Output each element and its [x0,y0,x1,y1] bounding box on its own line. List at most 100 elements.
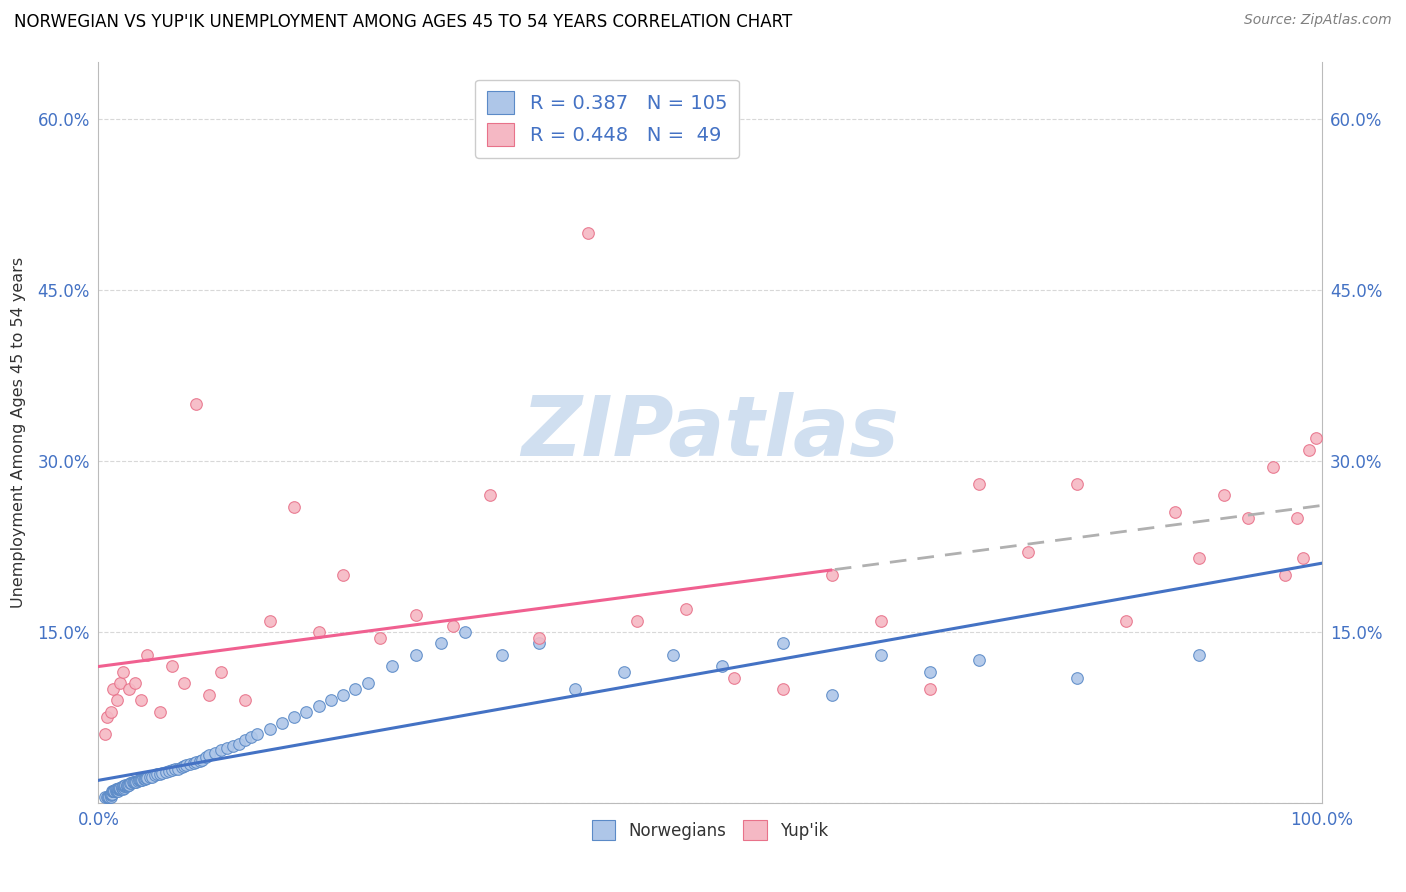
Point [183,756,205,770]
Point [111,779,134,793]
Point [100,788,122,802]
Point [626,614,648,628]
Point [149,705,172,719]
Point [114,779,136,793]
Point [308,698,330,713]
Point [1164,505,1187,519]
Point [1305,431,1327,445]
Point [246,727,269,741]
Point [772,681,794,696]
Point [101,681,124,696]
Text: NORWEGIAN VS YUP'IK UNEMPLOYMENT AMONG AGES 45 TO 54 YEARS CORRELATION CHART: NORWEGIAN VS YUP'IK UNEMPLOYMENT AMONG A… [14,13,793,31]
Point [405,648,427,662]
Point [259,722,281,736]
Point [131,772,153,787]
Point [101,787,124,801]
Point [107,782,129,797]
Point [101,784,124,798]
Point [100,705,122,719]
Point [127,774,149,789]
Point [112,779,135,793]
Point [356,676,378,690]
Point [93,727,115,741]
Point [209,665,232,679]
Point [104,782,127,797]
Point [1212,488,1234,502]
Point [491,648,513,662]
Point [100,790,122,805]
Point [270,716,294,731]
Point [96,790,118,805]
Point [191,752,214,766]
Point [111,782,134,797]
Point [110,676,132,690]
Point [381,659,404,673]
Point [115,779,138,793]
Point [222,739,245,753]
Point [186,755,208,769]
Point [128,772,150,787]
Point [870,648,893,662]
Point [228,737,250,751]
Point [233,693,256,707]
Point [112,780,135,795]
Point [675,602,697,616]
Point [173,676,195,690]
Point [120,776,142,790]
Point [146,767,169,781]
Point [1261,459,1284,474]
Point [344,681,367,696]
Point [110,782,132,797]
Point [120,776,142,790]
Point [1066,671,1088,685]
Point [454,624,477,639]
Point [1286,511,1309,525]
Point [197,747,219,762]
Point [1188,648,1211,662]
Point [111,780,134,794]
Point [157,764,180,778]
Point [173,759,195,773]
Point [478,488,501,502]
Point [150,766,173,780]
Point [405,607,427,622]
Point [527,636,550,650]
Point [149,767,172,781]
Point [1188,550,1211,565]
Text: Source: ZipAtlas.com: Source: ZipAtlas.com [1244,13,1392,28]
Y-axis label: Unemployment Among Ages 45 to 54 years: Unemployment Among Ages 45 to 54 years [11,257,27,608]
Point [124,676,146,690]
Point [100,787,122,801]
Point [136,771,159,785]
Point [101,784,124,798]
Point [332,568,354,582]
Point [104,784,127,798]
Point [118,778,141,792]
Point [98,790,121,805]
Point [188,754,211,768]
Point [209,743,232,757]
Point [111,665,134,679]
Point [233,733,256,747]
Point [332,688,354,702]
Point [1292,550,1315,565]
Point [134,772,156,786]
Point [564,681,586,696]
Point [129,772,152,787]
Point [441,619,464,633]
Point [103,784,125,798]
Point [160,659,183,673]
Point [132,772,155,786]
Point [821,688,844,702]
Point [105,782,128,797]
Point [1298,442,1320,457]
Point [240,730,263,744]
Point [197,688,219,702]
Point [430,636,453,650]
Point [124,775,146,789]
Point [111,780,134,795]
Point [295,705,318,719]
Legend: Norwegians, Yup'ik: Norwegians, Yup'ik [585,814,835,847]
Point [1115,614,1137,628]
Point [141,770,163,784]
